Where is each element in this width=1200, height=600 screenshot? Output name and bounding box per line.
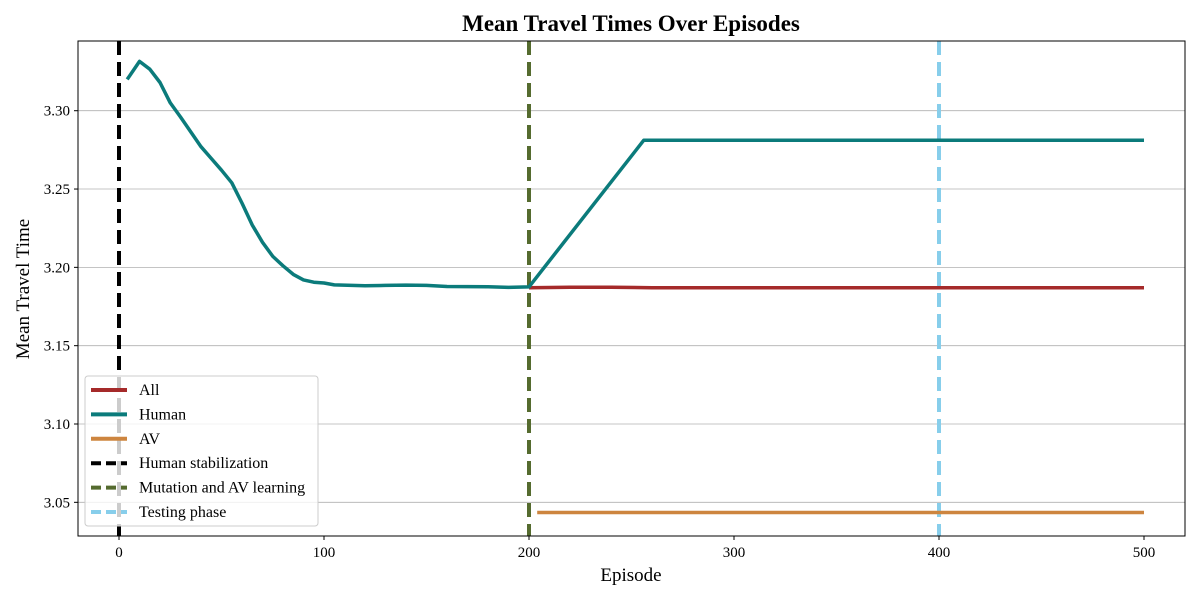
legend-box (84, 375, 319, 527)
y-tick-label: 3.20 (44, 260, 70, 276)
legend-label-human: Human (139, 406, 186, 423)
x-tick-label: 100 (313, 545, 336, 561)
y-tick-label: 3.30 (44, 104, 70, 120)
x-axis: 0 100 200 300 400 500 (115, 536, 1155, 561)
chart-title: Mean Travel Times Over Episodes (462, 11, 800, 36)
series-lines (125, 59, 1144, 515)
y-axis: 3.05 3.10 3.15 3.20 3.25 3.30 (44, 104, 78, 511)
x-tick-label: 0 (115, 545, 123, 561)
y-tick-label: 3.10 (44, 417, 70, 433)
y-tick-label: 3.05 (44, 495, 70, 511)
x-tick-label: 400 (928, 545, 951, 561)
legend-label-mutation-and-av-learning: Mutation and AV learning (139, 480, 305, 497)
legend-label-av: AV (139, 431, 160, 448)
y-axis-label: Mean Travel Time (13, 219, 34, 359)
legend-label-human-stabilization: Human stabilization (139, 455, 268, 472)
legend-label-all: All (139, 382, 160, 399)
legend-label-testing-phase: Testing phase (139, 504, 226, 521)
y-tick-label: 3.15 (44, 339, 70, 355)
x-tick-label: 300 (723, 545, 746, 561)
series-human (125, 59, 1144, 290)
x-axis-label: Episode (600, 565, 661, 586)
y-tick-label: 3.25 (44, 182, 70, 198)
x-tick-label: 500 (1133, 545, 1156, 561)
x-tick-label: 200 (518, 545, 541, 561)
plot-area (77, 40, 1186, 537)
series-all (528, 285, 1144, 290)
legend: All Human AV Human stabilization Mutation an… (84, 375, 319, 527)
